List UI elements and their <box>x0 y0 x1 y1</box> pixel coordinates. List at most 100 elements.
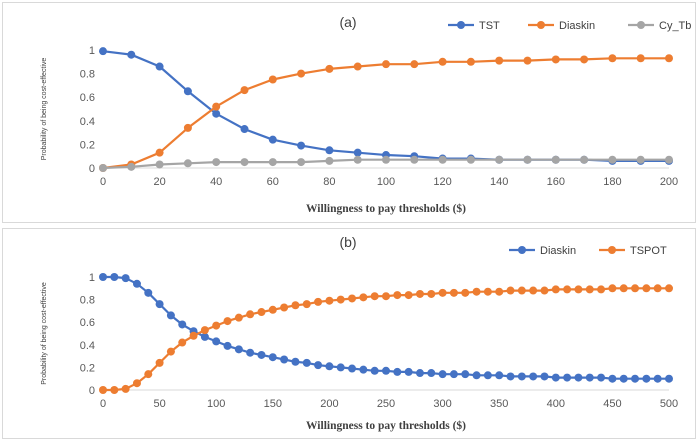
chart-a-data-point-tst <box>240 125 249 134</box>
chart-a-x-axis-label: Willingness to pay thresholds ($) <box>306 202 466 215</box>
chart-a-data-point-cy-tb <box>155 160 164 169</box>
chart-a-data-point-tst <box>297 141 306 150</box>
chart-b-data-point-tspot <box>280 303 289 312</box>
chart-b-data-point-diaskin <box>517 372 526 381</box>
chart-b-data-point-tspot <box>642 284 651 293</box>
chart-a-data-point-cy-tb <box>438 155 447 164</box>
chart-a-data-point-tst <box>155 62 164 71</box>
chart-a-data-point-cy-tb <box>410 155 419 164</box>
chart-b-legend-label-tspot: TSPOT <box>630 245 667 257</box>
chart-b-data-point-diaskin <box>563 373 572 382</box>
chart-b-data-point-tspot <box>359 293 368 302</box>
chart-a-data-point-diaskin <box>636 54 645 63</box>
chart-a-y-tick-label: 0.4 <box>80 116 95 128</box>
chart-a-data-point-diaskin <box>438 57 447 66</box>
chart-a-data-point-cy-tb <box>636 155 645 164</box>
chart-b-data-point-diaskin <box>166 311 175 320</box>
chart-b-x-axis-label: Willingness to pay thresholds ($) <box>306 419 466 432</box>
chart-b-data-point-tspot <box>619 284 628 293</box>
chart-b-data-point-diaskin <box>257 350 266 359</box>
chart-b-data-point-diaskin <box>302 358 311 367</box>
chart-a-data-point-cy-tb <box>99 164 107 172</box>
chart-b-data-point-tspot <box>393 291 402 300</box>
chart-b-data-point-diaskin <box>449 370 458 379</box>
chart-a-data-point-diaskin <box>155 148 164 157</box>
chart-a-x-tick-label: 200 <box>660 176 678 188</box>
chart-a-y-tick-label: 0.8 <box>80 69 95 81</box>
chart-a-x-tick-label: 100 <box>377 176 395 188</box>
chart-a-x-tick-label: 60 <box>267 176 279 188</box>
chart-a-data-point-diaskin <box>551 55 560 64</box>
chart-b-data-point-tspot <box>302 300 311 309</box>
chart-b-data-point-tspot <box>631 284 640 293</box>
chart-a-x-tick-label: 0 <box>100 176 106 188</box>
chart-a-data-point-diaskin <box>410 60 419 69</box>
chart-b-data-point-diaskin <box>212 337 221 346</box>
chart-b-data-point-tspot <box>415 289 424 298</box>
chart-a-data-point-tst <box>353 148 362 157</box>
chart-b-data-point-diaskin <box>200 332 209 341</box>
chart-b-data-point-tspot <box>166 347 175 356</box>
chart-b-data-point-diaskin <box>540 372 549 381</box>
chart-b-legend-marker-tspot <box>608 246 616 254</box>
chart-b-data-point-tspot <box>291 301 300 310</box>
chart-a-data-point-cy-tb <box>382 155 390 164</box>
chart-b-data-point-tspot <box>212 321 221 330</box>
chart-panel-a: (a) Probability of being cost-effective 0 0… <box>2 2 696 223</box>
chart-b-data-point-diaskin <box>574 373 583 382</box>
chart-a-data-point-diaskin <box>608 54 617 63</box>
chart-b-y-tick-label: 0.8 <box>80 295 95 307</box>
chart-b-data-point-tspot <box>665 284 673 293</box>
chart-b-x-tick-label: 50 <box>153 398 165 410</box>
chart-b-data-point-diaskin <box>314 361 323 370</box>
chart-b-data-point-diaskin <box>291 357 300 366</box>
chart-b-data-point-tspot <box>132 379 141 388</box>
chart-b-data-point-diaskin <box>178 320 187 329</box>
chart-a-data-point-cy-tb <box>495 155 504 164</box>
chart-a-data-point-cy-tb <box>268 158 277 167</box>
chart-a-y-tick-label: 0.6 <box>80 92 95 104</box>
chart-b-data-point-tspot <box>449 288 458 297</box>
chart-b-x-tick-label: 0 <box>100 398 106 410</box>
chart-a-data-point-diaskin <box>268 75 277 84</box>
chart-a-data-point-tst <box>268 135 277 144</box>
chart-b-x-tick-label: 500 <box>660 398 678 410</box>
chart-b-data-point-tspot <box>257 308 266 317</box>
chart-b-data-point-diaskin <box>427 369 436 378</box>
chart-b-data-point-tspot <box>314 297 323 306</box>
chart-a-data-point-cy-tb <box>608 155 617 164</box>
chart-b-data-point-diaskin <box>665 374 673 383</box>
chart-b-data-point-diaskin <box>155 300 164 309</box>
chart-b-data-point-tspot <box>99 386 107 394</box>
chart-a-data-point-diaskin <box>665 54 673 63</box>
chart-b-data-point-diaskin <box>370 366 379 375</box>
chart-a-data-point-cy-tb <box>580 155 589 164</box>
chart-b-data-point-tspot <box>653 284 662 293</box>
chart-b-y-tick-label: 1 <box>89 272 95 284</box>
chart-b-x-tick-label: 200 <box>320 398 338 410</box>
chart-b-data-point-diaskin <box>121 274 130 283</box>
chart-b-data-point-tspot <box>336 295 345 304</box>
chart-a-data-point-cy-tb <box>466 155 475 164</box>
chart-b-data-point-tspot <box>144 370 153 379</box>
chart-b-data-point-diaskin <box>415 369 424 378</box>
chart-a-data-point-diaskin <box>523 56 532 65</box>
chart-a-legend-label-tst: TST <box>479 20 500 32</box>
chart-b-data-point-tspot <box>404 291 413 300</box>
chart-a-x-tick-label: 140 <box>490 176 508 188</box>
chart-b-x-tick-label: 150 <box>264 398 282 410</box>
chart-b-data-point-tspot <box>506 286 515 295</box>
chart-b-data-point-tspot <box>234 313 243 322</box>
chart-a-y-tick-label: 0 <box>89 163 95 175</box>
chart-a-data-point-tst <box>183 87 192 96</box>
chart-b-data-point-diaskin <box>223 341 232 350</box>
chart-a-data-point-cy-tb <box>665 155 673 164</box>
chart-b-data-point-diaskin <box>348 364 357 373</box>
chart-b-data-point-diaskin <box>325 362 334 371</box>
chart-a-legend-marker-cy-tb <box>637 21 645 29</box>
chart-a-legend-marker-diaskin <box>537 21 545 29</box>
chart-b-y-tick-label: 0 <box>89 385 95 397</box>
chart-b-data-point-tspot <box>200 326 209 335</box>
chart-b-data-point-tspot <box>472 287 481 296</box>
chart-a-data-point-cy-tb <box>240 158 249 167</box>
